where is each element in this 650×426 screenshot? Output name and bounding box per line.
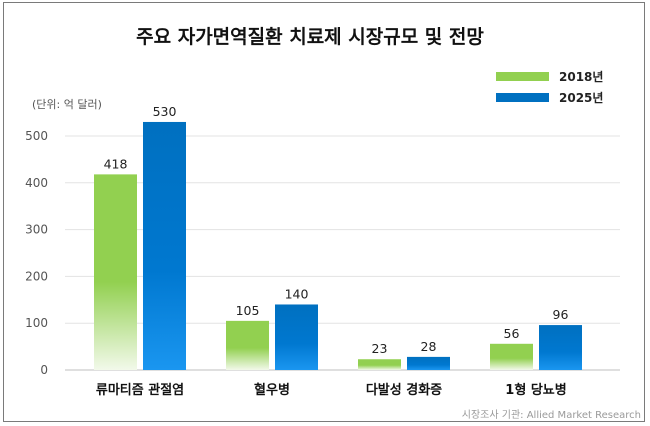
category-label-2: 다발성 경화증 [366,382,442,398]
bar-2025-1 [275,304,318,370]
y-tick-label-200: 200 [25,269,48,283]
category-label-3: 1형 당뇨병 [505,382,566,398]
y-tick-label-400: 400 [25,176,48,190]
category-label-0: 류마티즘 관절염 [96,382,184,398]
y-tick-label-300: 300 [25,223,48,237]
data-label-2025-2: 28 [421,339,437,354]
legend-label-2018: 2018년 [559,70,604,84]
data-label-2018-3: 56 [504,326,520,341]
y-tick-label-500: 500 [25,129,48,143]
data-label-2018-2: 23 [372,341,388,356]
bar-2018-0 [94,174,137,370]
category-label-1: 혈우병 [254,382,290,398]
bar-2025-2 [407,356,450,370]
data-label-2018-1: 105 [236,303,260,318]
bar-2018-3 [490,343,533,370]
bar-2018-1 [226,320,269,370]
unit-label: (단위: 억 달러) [32,98,102,111]
legend-label-2025: 2025년 [559,91,604,105]
legend-item-2025: 2025년 [496,89,603,106]
source-note: 시장조사 기관: Allied Market Research [461,410,641,421]
bar-2025-3 [539,325,582,370]
chart-title: 주요 자가면역질환 치료제 시장규모 및 전망 [136,26,484,48]
y-tick-label-0: 0 [40,363,48,377]
legend-swatch-2025 [496,93,549,102]
bar-2025-0 [143,121,186,371]
bar-2018-2 [358,359,401,370]
y-tick-label-100: 100 [25,316,48,330]
data-label-2025-0: 530 [153,104,177,119]
legend-item-2018: 2018년 [496,68,603,85]
data-label-2025-1: 140 [285,286,309,301]
data-label-2025-3: 96 [553,307,569,322]
data-label-2018-0: 418 [104,156,128,171]
legend-swatch-2018 [496,72,549,81]
